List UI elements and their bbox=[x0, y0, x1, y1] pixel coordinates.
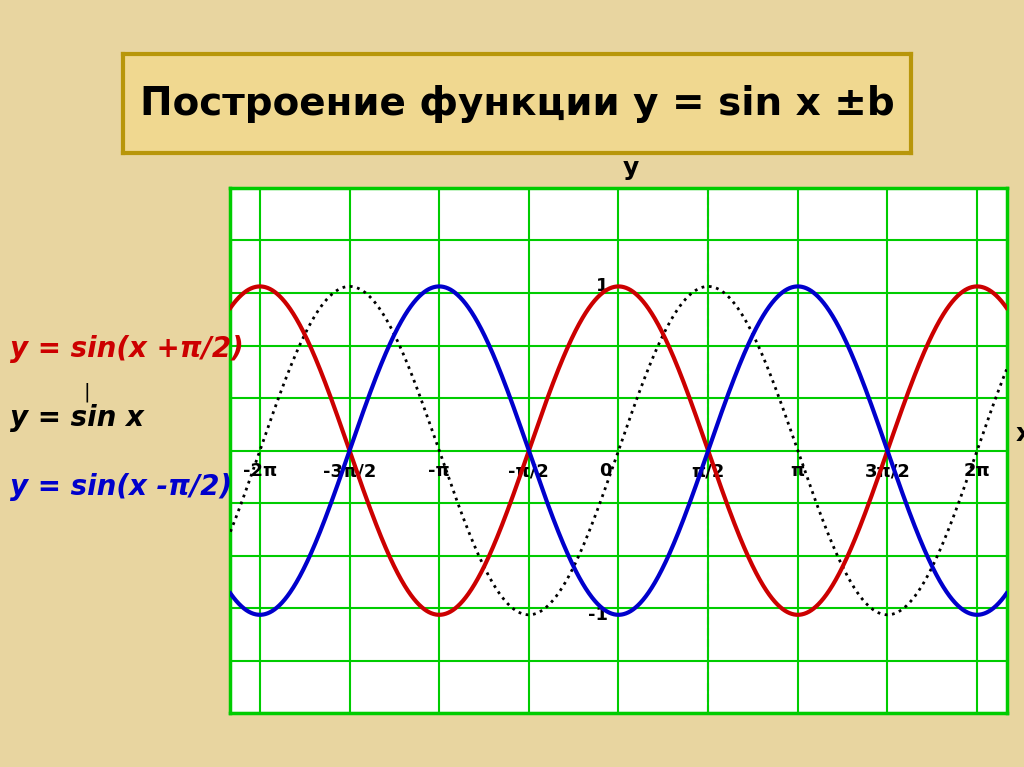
Text: |: | bbox=[84, 383, 90, 403]
Text: π: π bbox=[791, 462, 805, 480]
Text: -π/2: -π/2 bbox=[508, 462, 549, 480]
Text: y = sin x: y = sin x bbox=[10, 404, 144, 432]
Text: y = sin(x +π/2): y = sin(x +π/2) bbox=[10, 335, 244, 363]
Text: x: x bbox=[1015, 422, 1024, 446]
Text: -2π: -2π bbox=[243, 462, 278, 480]
Text: Построение функции y = sin x ±b: Построение функции y = sin x ±b bbox=[139, 84, 895, 123]
Text: 1: 1 bbox=[596, 278, 608, 295]
Text: 3π/2: 3π/2 bbox=[864, 462, 910, 480]
Text: y: y bbox=[623, 156, 639, 179]
Text: -π: -π bbox=[428, 462, 451, 480]
Text: y = sin(x -π/2): y = sin(x -π/2) bbox=[10, 473, 232, 501]
Text: -3π/2: -3π/2 bbox=[323, 462, 376, 480]
Text: 0: 0 bbox=[599, 462, 611, 480]
Text: π/2: π/2 bbox=[691, 462, 725, 480]
Text: -1: -1 bbox=[588, 606, 608, 624]
Text: 2π: 2π bbox=[964, 462, 990, 480]
